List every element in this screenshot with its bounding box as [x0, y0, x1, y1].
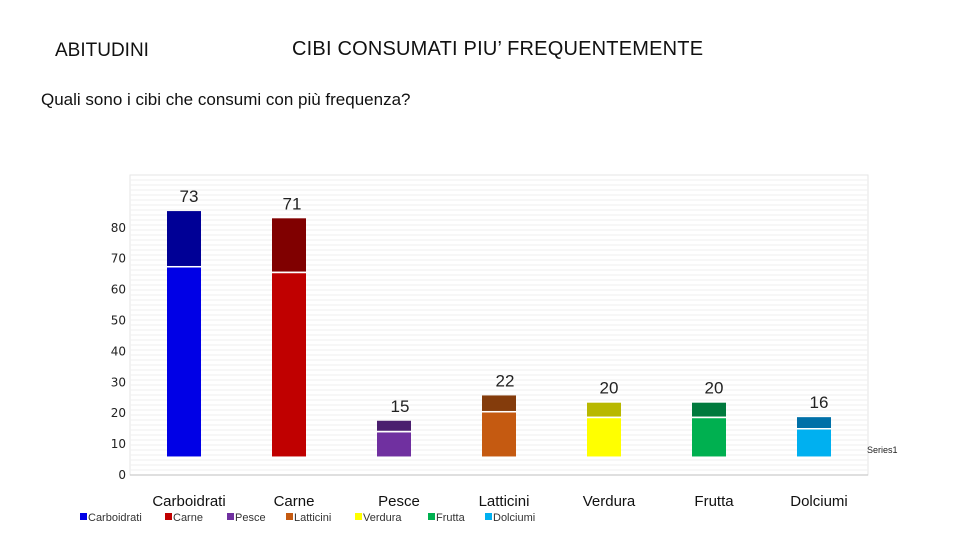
- legend-item: Carboidrati: [88, 512, 142, 524]
- legend-swatch: [80, 513, 87, 520]
- y-tick-label: 80: [111, 221, 126, 235]
- x-tick-label: Verdura: [583, 493, 636, 510]
- y-tick-label: 50: [111, 314, 126, 328]
- x-tick-label: Dolciumi: [790, 493, 848, 510]
- data-label: 20: [600, 379, 619, 398]
- legend-item: Carne: [173, 512, 203, 524]
- data-label: 73: [180, 187, 199, 206]
- x-tick-label: Carne: [274, 493, 315, 510]
- bar-carne: [272, 273, 306, 457]
- x-tick-label: Carboidrati: [152, 493, 225, 510]
- section-label: ABITUDINI: [55, 40, 149, 61]
- data-label: 16: [810, 393, 829, 412]
- legend-swatch: [286, 513, 293, 520]
- y-tick-label: 60: [111, 283, 126, 297]
- y-tick-label: 40: [111, 344, 126, 358]
- bar-cap-carboidrati: [167, 211, 201, 266]
- chart-gridlines: [129, 174, 869, 476]
- x-tick-label: Latticini: [479, 493, 530, 510]
- bar-verdura: [587, 418, 621, 457]
- legend-swatch: [428, 513, 435, 520]
- bar-carboidrati: [167, 267, 201, 457]
- data-label: 20: [705, 379, 724, 398]
- series-label: Series1: [867, 445, 898, 455]
- bar-latticini: [482, 412, 516, 457]
- bar-pesce: [377, 432, 411, 457]
- data-label: 71: [283, 194, 302, 213]
- legend-item: Latticini: [294, 512, 331, 524]
- y-tick-label: 30: [111, 375, 126, 389]
- bar-cap-carne: [272, 218, 306, 272]
- y-tick-label: 0: [118, 468, 126, 482]
- chart-legend: Carboidrati Carne Pesce Latticini Verdura Fru…: [80, 512, 535, 524]
- legend-swatch: [227, 513, 234, 520]
- legend-item: Pesce: [235, 512, 266, 524]
- chart-labels: 0 10 20 30 40 50 60 70 80 73 Carboidrati 71 Carne 15 P…: [111, 187, 898, 510]
- legend-item: Verdura: [363, 512, 402, 524]
- legend-swatch: [165, 513, 172, 520]
- survey-question: Quali sono i cibi che consumi con più fr…: [41, 90, 411, 109]
- x-tick-label: Pesce: [378, 493, 420, 510]
- chart-title: CIBI CONSUMATI PIU’ FREQUENTEMENTE: [292, 38, 704, 60]
- y-tick-label: 10: [111, 437, 126, 451]
- x-tick-label: Frutta: [694, 493, 734, 510]
- data-label: 15: [391, 397, 410, 416]
- legend-item: Frutta: [436, 512, 466, 524]
- bar-cap-pesce: [377, 420, 411, 431]
- bar-cap-dolciumi: [797, 417, 831, 429]
- bar-cap-frutta: [692, 402, 726, 417]
- legend-swatch: [355, 513, 362, 520]
- bar-dolciumi: [797, 429, 831, 457]
- data-label: 22: [496, 371, 515, 390]
- y-tick-label: 20: [111, 406, 126, 420]
- chart-bars: [167, 211, 831, 457]
- legend-item: Dolciumi: [493, 512, 535, 524]
- bar-cap-verdura: [587, 402, 621, 417]
- bar-frutta: [692, 418, 726, 457]
- y-tick-label: 70: [111, 252, 126, 266]
- bar-cap-latticini: [482, 395, 516, 411]
- legend-swatch: [485, 513, 492, 520]
